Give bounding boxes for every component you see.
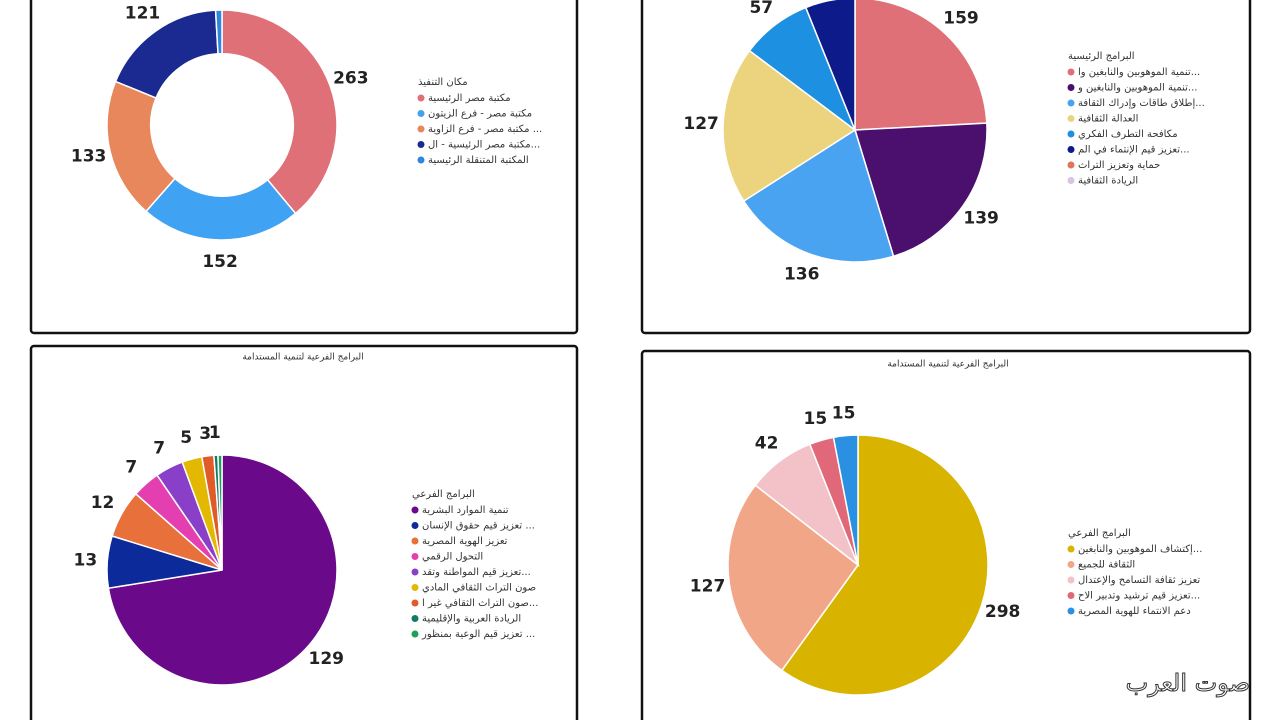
legend-label: تعزيز ثقافة التسامح والإعتدال bbox=[1078, 575, 1200, 586]
data-label: 136 bbox=[784, 264, 820, 284]
legend-label: تعزيز قيم الوعية بمنظور ... bbox=[421, 629, 535, 640]
legend-label: تعزيز قيم الإنتماء في الم... bbox=[1078, 145, 1190, 156]
data-label: 1 bbox=[209, 423, 221, 443]
legend-label: المكتبة المتنقلة الرئيسية bbox=[428, 155, 529, 166]
chart-title: البرامج الفرعية لتنمية المستدامة bbox=[242, 353, 363, 363]
chart-title: البرامج الفرعية لتنمية المستدامة bbox=[887, 360, 1008, 370]
legend-swatch bbox=[417, 141, 425, 148]
data-label: 15 bbox=[804, 409, 828, 429]
data-label: 127 bbox=[683, 114, 719, 134]
data-label: 5 bbox=[180, 428, 192, 448]
legend-label: تعزيز قيم حقوق الإنسان ... bbox=[422, 521, 535, 532]
legend-swatch bbox=[1067, 68, 1075, 76]
legend-swatch bbox=[417, 110, 425, 117]
legend-swatch bbox=[1067, 161, 1075, 169]
data-label: 3 bbox=[199, 424, 211, 444]
legend-label: الثقافة للجميع bbox=[1078, 560, 1135, 571]
legend-title: البرامج الرئيسية bbox=[1068, 51, 1135, 62]
data-label: 42 bbox=[755, 434, 779, 454]
legend-swatch bbox=[1067, 130, 1075, 138]
legend-swatch bbox=[411, 553, 419, 560]
watermark: صوت العرب bbox=[1126, 669, 1250, 697]
legend-swatch bbox=[1067, 561, 1075, 568]
legend-swatch bbox=[411, 522, 419, 529]
legend-title: البرامج الفرعي bbox=[1068, 528, 1131, 539]
data-label: 121 bbox=[125, 3, 161, 23]
legend-label: التحول الرقمي bbox=[422, 552, 483, 563]
slice bbox=[214, 9, 223, 55]
data-label: 263 bbox=[333, 68, 369, 88]
legend-label: دعم الانتماء للهوية المصرية bbox=[1078, 606, 1191, 617]
legend-swatch bbox=[1067, 146, 1075, 153]
legend-swatch bbox=[411, 568, 419, 576]
slice bbox=[854, 122, 988, 258]
legend-label: مكتبة مصر - فرع الزاوية ... bbox=[428, 124, 542, 135]
legend-label: مكتبة مصر الرئيسية bbox=[428, 93, 511, 104]
slice bbox=[804, 0, 856, 131]
legend-label: الريادة العربية والإقليمية bbox=[422, 614, 521, 625]
data-label: 298 bbox=[985, 602, 1021, 622]
legend-label: الريادة الثقافية bbox=[1078, 176, 1138, 187]
legend-swatch bbox=[1067, 84, 1075, 91]
legend-label: تنمية الموهوبين والنابغين و... bbox=[1077, 83, 1197, 94]
slice bbox=[722, 49, 857, 203]
slice bbox=[217, 454, 223, 571]
data-label: 7 bbox=[153, 438, 165, 458]
legend-label: صون التراث الثقافي غير ا... bbox=[422, 598, 538, 609]
legend-swatch bbox=[411, 615, 419, 622]
legend-swatch bbox=[1067, 576, 1075, 584]
legend-title: مكان التنفيذ bbox=[418, 77, 468, 88]
legend-swatch bbox=[1067, 115, 1075, 122]
slice bbox=[727, 484, 860, 672]
legend-swatch bbox=[1067, 545, 1075, 553]
data-label: 129 bbox=[309, 649, 345, 669]
data-label: 139 bbox=[963, 208, 999, 228]
slice bbox=[221, 9, 338, 215]
legend-swatch bbox=[411, 599, 419, 607]
legend-label: مكافحة التطرف الفكري bbox=[1078, 129, 1178, 140]
slice bbox=[742, 128, 895, 263]
legend-label: صون التراث الثقافي المادي bbox=[422, 583, 536, 594]
data-label: 127 bbox=[690, 577, 726, 597]
legend-label: إكتشاف الموهوبين والنابغين... bbox=[1078, 544, 1202, 555]
legend-label: تنمية الموارد البشرية bbox=[422, 505, 509, 516]
data-label: 57 bbox=[749, 0, 773, 18]
slice bbox=[832, 434, 859, 566]
legend-title: البرامج الفرعي bbox=[412, 489, 475, 500]
legend-label: تنمية الموهوبين والنابغين وا... bbox=[1078, 67, 1200, 78]
data-label: 15 bbox=[832, 404, 856, 424]
data-label: 13 bbox=[74, 550, 98, 570]
legend-swatch bbox=[1067, 607, 1075, 615]
legend-swatch bbox=[411, 584, 419, 591]
legend-swatch bbox=[411, 537, 419, 545]
legend-swatch bbox=[1067, 592, 1075, 599]
legend-swatch bbox=[417, 94, 425, 102]
data-label: 7 bbox=[125, 457, 137, 477]
legend-label: تعزيز الهوية المصرية bbox=[422, 536, 508, 547]
legend-swatch bbox=[411, 506, 419, 514]
legend-label: إطلاق طاقات وإدراك الثقافة... bbox=[1078, 98, 1205, 109]
slice bbox=[854, 0, 988, 131]
data-label: 152 bbox=[202, 252, 238, 272]
slice bbox=[780, 434, 989, 696]
legend-swatch bbox=[411, 630, 419, 638]
legend-swatch bbox=[417, 125, 425, 133]
legend-swatch bbox=[417, 156, 425, 164]
legend-label: تعزيز قيم المواطنة وتقد... bbox=[422, 567, 531, 578]
legend-swatch bbox=[1067, 99, 1075, 107]
legend-label: مكتبة مصر - فرع الزيتون bbox=[428, 109, 532, 120]
data-label: 12 bbox=[91, 493, 115, 513]
legend-label: تعزيز قيم ترشيد وتدبير الاح... bbox=[1078, 591, 1200, 602]
legend-label: مكتبة مصر الرئيسية - ال... bbox=[428, 140, 540, 151]
legend-swatch bbox=[1067, 177, 1075, 184]
legend-label: العدالة الثقافية bbox=[1078, 114, 1138, 125]
data-label: 133 bbox=[71, 146, 107, 166]
legend-label: حماية وتعزيز التراث bbox=[1078, 160, 1160, 171]
data-label: 159 bbox=[943, 8, 979, 28]
